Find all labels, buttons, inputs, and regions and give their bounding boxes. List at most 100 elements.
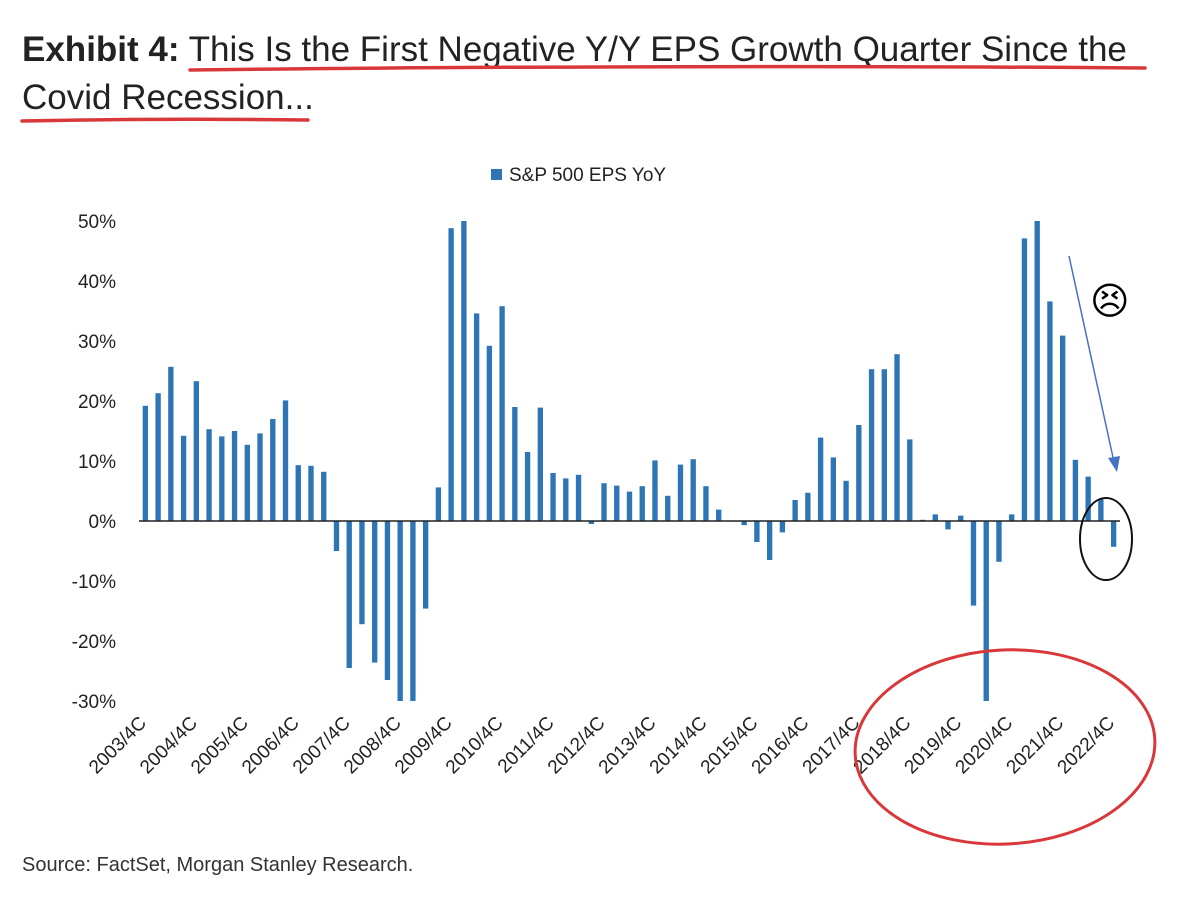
bar xyxy=(180,435,187,521)
bar xyxy=(677,464,684,521)
bar xyxy=(958,515,964,521)
bar xyxy=(537,407,543,521)
bar xyxy=(830,457,837,521)
bar xyxy=(779,521,786,533)
bar xyxy=(970,521,977,606)
bar xyxy=(894,354,900,521)
bar xyxy=(321,471,327,521)
bar xyxy=(524,452,531,521)
bar xyxy=(244,444,250,521)
bar xyxy=(716,509,722,521)
bar xyxy=(142,405,149,521)
bar xyxy=(1059,335,1066,521)
trend-arrow-head xyxy=(1108,456,1120,472)
y-tick-label: 10% xyxy=(78,452,116,473)
bar xyxy=(1110,521,1117,547)
y-tick-label: -10% xyxy=(72,572,116,593)
bar xyxy=(881,369,887,521)
bar xyxy=(690,459,696,521)
bar xyxy=(168,366,174,521)
bar xyxy=(703,486,709,521)
x-tick-label: 2010/4C xyxy=(442,713,508,779)
title-underline-2 xyxy=(20,117,310,123)
x-axis: 2003/4C2004/4C2005/4C2006/4C2007/4C2008/… xyxy=(85,713,1119,779)
bar xyxy=(766,521,773,560)
bar xyxy=(206,429,212,521)
y-tick-label: 0% xyxy=(89,512,117,533)
y-axis: 50% 40% 30% 20% 10% 0% -10% -20% -30% xyxy=(72,212,116,713)
bar xyxy=(996,521,1002,562)
bar xyxy=(384,521,391,680)
bar xyxy=(575,474,582,521)
bar xyxy=(1021,238,1028,521)
bar xyxy=(652,460,658,521)
bar xyxy=(359,521,365,625)
bar xyxy=(333,521,340,551)
bar xyxy=(1047,301,1053,521)
bar xyxy=(601,483,607,521)
bar xyxy=(473,313,480,521)
bar xyxy=(1098,499,1104,521)
bar xyxy=(1085,476,1091,521)
bar xyxy=(932,514,938,521)
y-tick-label: 40% xyxy=(78,272,116,293)
bar xyxy=(741,521,747,526)
bars xyxy=(142,221,1117,701)
bar xyxy=(868,369,875,521)
bar xyxy=(512,407,518,521)
bar xyxy=(843,480,849,521)
bar xyxy=(754,521,760,542)
legend-label: S&P 500 EPS YoY xyxy=(509,165,666,186)
bar xyxy=(550,473,556,521)
bar xyxy=(1009,514,1015,521)
bar xyxy=(422,521,429,609)
source-note: Source: FactSet, Morgan Stanley Research… xyxy=(22,854,414,876)
persevering-face-emoji: 😣 xyxy=(1090,281,1130,323)
legend-swatch xyxy=(491,169,502,180)
bar xyxy=(626,491,633,521)
title-underline-1 xyxy=(188,64,1147,72)
trend-arrow-line xyxy=(1068,255,1115,463)
bar xyxy=(372,521,378,663)
y-tick-label: 30% xyxy=(78,332,116,353)
highlight-circle-large xyxy=(853,648,1157,846)
bar xyxy=(295,465,301,521)
y-tick-label: 50% xyxy=(78,212,116,233)
highlight-circle-small xyxy=(1079,497,1133,581)
bar xyxy=(410,521,416,701)
bar xyxy=(346,521,352,668)
bar xyxy=(805,492,811,521)
bar xyxy=(1034,221,1040,521)
bar xyxy=(155,393,161,521)
bar xyxy=(231,431,238,521)
bar xyxy=(448,228,454,521)
bar xyxy=(486,345,493,521)
bar xyxy=(499,306,505,521)
bar xyxy=(270,419,276,521)
bar xyxy=(435,487,442,521)
bar xyxy=(856,425,862,521)
bar xyxy=(817,437,824,521)
y-tick-label: 20% xyxy=(78,392,116,413)
bar xyxy=(665,495,671,521)
bar xyxy=(907,439,913,521)
bar xyxy=(563,478,569,521)
legend: S&P 500 EPS YoY xyxy=(491,165,666,186)
bar xyxy=(639,486,645,521)
bar xyxy=(614,485,620,521)
bar xyxy=(945,521,951,530)
bar xyxy=(308,465,314,521)
x-tick-label: 2022/4C xyxy=(1054,713,1120,779)
bar xyxy=(257,433,263,521)
exhibit-title: Exhibit 4: This Is the First Negative Y/… xyxy=(22,26,1182,122)
bar xyxy=(983,521,989,701)
bar xyxy=(282,400,289,521)
bar xyxy=(193,381,200,521)
bar xyxy=(792,500,798,521)
title-text-line2: Covid Recession... xyxy=(22,78,314,117)
bar xyxy=(588,521,594,524)
exhibit-label: Exhibit 4: xyxy=(22,30,180,69)
bar xyxy=(1072,459,1079,521)
y-tick-label: -20% xyxy=(72,632,116,653)
